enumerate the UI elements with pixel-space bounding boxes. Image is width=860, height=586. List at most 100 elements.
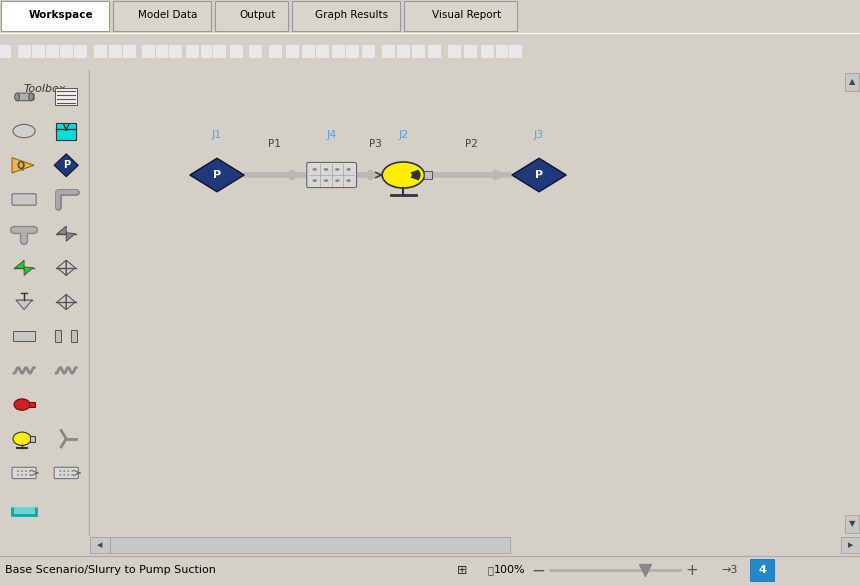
Text: ◀: ◀ bbox=[97, 542, 102, 548]
FancyBboxPatch shape bbox=[1, 1, 109, 31]
FancyBboxPatch shape bbox=[292, 1, 400, 31]
Circle shape bbox=[347, 179, 351, 182]
Circle shape bbox=[67, 470, 69, 472]
Circle shape bbox=[382, 162, 425, 188]
FancyBboxPatch shape bbox=[12, 467, 36, 479]
Text: Graph Results: Graph Results bbox=[316, 11, 389, 21]
Bar bbox=[750, 559, 774, 581]
FancyBboxPatch shape bbox=[331, 45, 345, 58]
Circle shape bbox=[59, 470, 61, 472]
Circle shape bbox=[71, 470, 73, 472]
FancyBboxPatch shape bbox=[113, 1, 211, 31]
Bar bbox=[55, 88, 77, 105]
Ellipse shape bbox=[14, 399, 30, 410]
Text: −: − bbox=[531, 561, 545, 579]
FancyBboxPatch shape bbox=[427, 45, 441, 58]
FancyBboxPatch shape bbox=[315, 45, 329, 58]
Text: Base Scenario/Slurry to Pump Suction: Base Scenario/Slurry to Pump Suction bbox=[5, 565, 216, 575]
Circle shape bbox=[335, 168, 340, 171]
Circle shape bbox=[59, 474, 61, 476]
Text: P3: P3 bbox=[369, 139, 382, 149]
Wedge shape bbox=[403, 170, 421, 180]
FancyBboxPatch shape bbox=[108, 45, 122, 58]
Circle shape bbox=[67, 474, 69, 476]
FancyBboxPatch shape bbox=[447, 45, 461, 58]
Text: Toolbox: Toolbox bbox=[24, 84, 66, 94]
FancyBboxPatch shape bbox=[12, 194, 36, 205]
Text: 100%: 100% bbox=[494, 565, 525, 575]
Text: J1: J1 bbox=[212, 130, 222, 140]
Text: Model Data: Model Data bbox=[138, 11, 198, 21]
Text: Workspace: Workspace bbox=[28, 11, 94, 21]
Text: J3: J3 bbox=[534, 130, 544, 140]
Text: Output: Output bbox=[239, 11, 276, 21]
Text: P: P bbox=[213, 170, 221, 180]
Polygon shape bbox=[12, 158, 34, 173]
Text: ⊞: ⊞ bbox=[457, 564, 467, 577]
Polygon shape bbox=[17, 93, 34, 101]
Text: ▼: ▼ bbox=[849, 519, 856, 529]
Bar bbox=[90, 537, 109, 553]
Polygon shape bbox=[66, 233, 76, 241]
FancyBboxPatch shape bbox=[54, 467, 78, 479]
Circle shape bbox=[21, 474, 23, 476]
Ellipse shape bbox=[28, 93, 34, 101]
Text: ▶: ▶ bbox=[848, 542, 853, 548]
FancyBboxPatch shape bbox=[215, 1, 288, 31]
Text: +: + bbox=[685, 563, 698, 578]
Circle shape bbox=[29, 470, 31, 472]
FancyBboxPatch shape bbox=[73, 45, 87, 58]
Bar bbox=[845, 515, 859, 533]
FancyBboxPatch shape bbox=[480, 45, 494, 58]
FancyBboxPatch shape bbox=[381, 45, 395, 58]
FancyBboxPatch shape bbox=[301, 45, 315, 58]
Polygon shape bbox=[12, 507, 36, 515]
FancyBboxPatch shape bbox=[495, 45, 509, 58]
Polygon shape bbox=[54, 154, 78, 176]
Bar bbox=[30, 436, 35, 442]
Bar bbox=[56, 122, 77, 139]
Circle shape bbox=[71, 474, 73, 476]
FancyBboxPatch shape bbox=[229, 45, 243, 58]
FancyBboxPatch shape bbox=[361, 45, 375, 58]
FancyBboxPatch shape bbox=[168, 45, 182, 58]
FancyBboxPatch shape bbox=[17, 45, 31, 58]
FancyBboxPatch shape bbox=[200, 45, 214, 58]
FancyBboxPatch shape bbox=[0, 45, 11, 58]
Bar bbox=[29, 402, 35, 407]
Text: P: P bbox=[535, 170, 544, 180]
FancyBboxPatch shape bbox=[141, 45, 155, 58]
Ellipse shape bbox=[13, 432, 31, 445]
Text: ▲: ▲ bbox=[849, 77, 856, 87]
FancyBboxPatch shape bbox=[508, 45, 522, 58]
Polygon shape bbox=[15, 260, 24, 269]
FancyBboxPatch shape bbox=[212, 45, 226, 58]
Circle shape bbox=[347, 168, 351, 171]
Bar bbox=[13, 332, 35, 341]
FancyBboxPatch shape bbox=[248, 45, 262, 58]
Text: P1: P1 bbox=[268, 139, 280, 149]
Text: →3: →3 bbox=[722, 565, 738, 575]
Text: 4: 4 bbox=[758, 565, 766, 575]
Circle shape bbox=[64, 474, 65, 476]
Polygon shape bbox=[190, 158, 244, 192]
Bar bbox=[841, 537, 860, 553]
Text: Visual Report: Visual Report bbox=[432, 11, 501, 21]
FancyBboxPatch shape bbox=[31, 45, 45, 58]
Circle shape bbox=[17, 474, 19, 476]
FancyBboxPatch shape bbox=[307, 162, 357, 188]
Text: 🔍: 🔍 bbox=[487, 565, 493, 575]
Circle shape bbox=[323, 168, 329, 171]
Circle shape bbox=[17, 470, 19, 472]
Text: J4: J4 bbox=[327, 130, 337, 140]
Circle shape bbox=[323, 179, 329, 182]
FancyBboxPatch shape bbox=[463, 45, 477, 58]
FancyBboxPatch shape bbox=[404, 1, 517, 31]
Polygon shape bbox=[512, 158, 566, 192]
FancyBboxPatch shape bbox=[122, 45, 136, 58]
FancyBboxPatch shape bbox=[155, 45, 169, 58]
Bar bbox=[71, 331, 77, 342]
FancyBboxPatch shape bbox=[268, 45, 282, 58]
Circle shape bbox=[312, 168, 317, 171]
Text: Q: Q bbox=[17, 161, 25, 171]
